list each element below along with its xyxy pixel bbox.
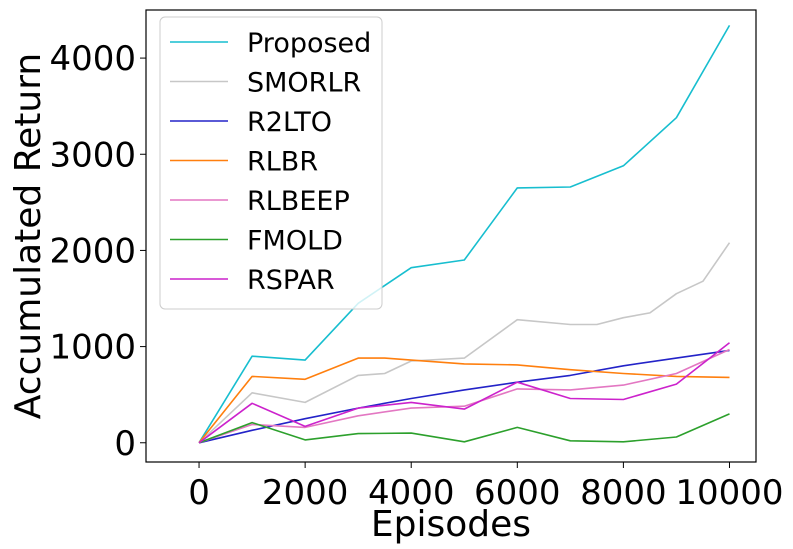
legend-items: Proposed SMORLR R2LTO RLBR RLBEEP FMOLD RSPAR <box>170 28 371 296</box>
y-tick-label: 0 <box>114 424 136 464</box>
x-tick-label: 4000 <box>368 473 455 513</box>
legend: Proposed SMORLR R2LTO RLBR RLBEEP FMOLD RSPAR <box>159 16 383 310</box>
series-line-proposed <box>198 25 731 444</box>
y-tick-label: 3000 <box>49 135 136 175</box>
x-tick-label: 10000 <box>675 473 783 513</box>
y-axis-label: Accumulated Return <box>8 53 49 419</box>
series-line-rspar <box>198 342 730 444</box>
legend-label-smorlr: SMORLR <box>247 68 361 99</box>
legend-box <box>159 16 383 310</box>
series-line-smorlr <box>198 242 731 444</box>
series-layer <box>198 25 731 444</box>
legend-label-rlbr: RLBR <box>247 147 318 178</box>
y-tick-label: 4000 <box>49 39 136 79</box>
plot-frame <box>145 9 757 463</box>
series-line-rlbr <box>198 357 730 444</box>
legend-label-proposed: Proposed <box>247 28 371 59</box>
series-line-rlbeep <box>198 348 730 444</box>
x-tick-label: 0 <box>188 473 210 513</box>
x-axis-ticks: 0 2000 4000 6000 8000 10000 <box>188 462 784 513</box>
y-tick-label: 2000 <box>49 231 136 271</box>
legend-label-rspar: RSPAR <box>247 265 335 296</box>
x-axis-label: Episodes <box>371 504 531 545</box>
x-tick-label: 2000 <box>262 473 349 513</box>
y-tick-label: 1000 <box>49 328 136 368</box>
legend-label-fmold: FMOLD <box>247 226 343 257</box>
x-tick-label: 6000 <box>474 473 561 513</box>
y-axis-ticks: 0 1000 2000 3000 4000 <box>49 39 146 464</box>
x-tick-label: 8000 <box>580 473 667 513</box>
legend-label-rlbeep: RLBEEP <box>247 186 350 217</box>
series-line-r2lto <box>198 349 730 444</box>
legend-label-r2lto: R2LTO <box>247 107 332 138</box>
series-line-fmold <box>198 413 730 444</box>
